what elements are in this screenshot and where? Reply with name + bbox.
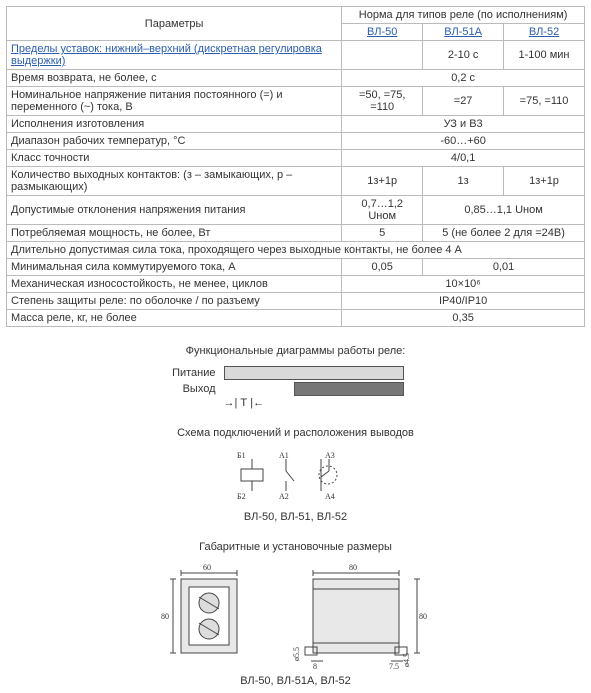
header-model: ВЛ-52 bbox=[504, 24, 585, 41]
value-cell: -60…+60 bbox=[342, 133, 585, 150]
dims-title: Габаритные и установочные размеры bbox=[6, 541, 585, 553]
header-model: ВЛ-51А bbox=[423, 24, 504, 41]
table-row: Масса реле, кг, не более0,35 bbox=[7, 310, 585, 327]
svg-text:80: 80 bbox=[161, 612, 169, 621]
value-cell: 2-10 с bbox=[423, 41, 504, 70]
param-cell: Диапазон рабочих температур, °C bbox=[7, 133, 342, 150]
value-cell: =50, =75, =110 bbox=[342, 87, 423, 116]
svg-text:ø5.5: ø5.5 bbox=[292, 647, 301, 661]
table-row: Длительно допустимая сила тока, проходящ… bbox=[7, 242, 585, 259]
value-cell: 0,2 с bbox=[342, 70, 585, 87]
svg-text:7.5: 7.5 bbox=[389, 662, 399, 671]
param-cell: Количество выходных контактов: (з – замы… bbox=[7, 167, 342, 196]
value-cell: 4/0,1 bbox=[342, 150, 585, 167]
table-head: Параметры Норма для типов реле (по испол… bbox=[7, 7, 585, 41]
svg-text:8: 8 bbox=[313, 662, 317, 671]
param-cell: Исполнения изготовления bbox=[7, 116, 342, 133]
table-row: Допустимые отклонения напряжения питания… bbox=[7, 196, 585, 225]
svg-text:ø4.5: ø4.5 bbox=[402, 653, 411, 667]
table-row: Степень защиты реле: по оболочке / по ра… bbox=[7, 293, 585, 310]
table-row: Номинальное напряжение питания постоянно… bbox=[7, 87, 585, 116]
param-cell: Степень защиты реле: по оболочке / по ра… bbox=[7, 293, 342, 310]
value-cell bbox=[342, 41, 423, 70]
table-row: Исполнения изготовленияУЗ и В3 bbox=[7, 116, 585, 133]
header-params: Параметры bbox=[7, 7, 342, 41]
svg-text:А3: А3 bbox=[325, 451, 335, 460]
timing-bar-power bbox=[224, 366, 404, 380]
svg-text:80: 80 bbox=[349, 563, 357, 572]
timing-arrow: →| T |← bbox=[224, 397, 446, 409]
svg-text:60: 60 bbox=[203, 563, 211, 572]
dims-caption: ВЛ-50, ВЛ-51А, ВЛ-52 bbox=[6, 675, 585, 687]
value-cell: 0,01 bbox=[423, 259, 585, 276]
value-cell: =27 bbox=[423, 87, 504, 116]
dims-diagram: 60 80 80 80 ø5.5 8 7.5 ø4.5 bbox=[6, 561, 585, 671]
timing-title: Функциональные диаграммы работы реле: bbox=[6, 345, 585, 357]
value-cell: 0,05 bbox=[342, 259, 423, 276]
table-row: Количество выходных контактов: (з – замы… bbox=[7, 167, 585, 196]
model-link[interactable]: ВЛ-51А bbox=[444, 26, 482, 38]
timing-bar-output bbox=[294, 382, 404, 396]
model-link[interactable]: ВЛ-50 bbox=[367, 26, 397, 38]
value-cell: 1з bbox=[423, 167, 504, 196]
value-cell: IP40/IP10 bbox=[342, 293, 585, 310]
value-cell: 1-100 мин bbox=[504, 41, 585, 70]
param-cell: Минимальная сила коммутируемого тока, А bbox=[7, 259, 342, 276]
param-cell: Потребляемая мощность, не более, Вт bbox=[7, 225, 342, 242]
wiring-title: Схема подключений и расположения выводов bbox=[6, 427, 585, 439]
model-link[interactable]: ВЛ-52 bbox=[529, 26, 559, 38]
svg-text:Б1: Б1 bbox=[237, 451, 246, 460]
wiring-caption: ВЛ-50, ВЛ-51, ВЛ-52 bbox=[6, 511, 585, 523]
value-cell: 5 bbox=[342, 225, 423, 242]
spec-table: Параметры Норма для типов реле (по испол… bbox=[6, 6, 585, 327]
param-cell: Класс точности bbox=[7, 150, 342, 167]
dims-side: 80 80 ø5.5 8 7.5 ø4.5 bbox=[291, 561, 431, 671]
table-row: Потребляемая мощность, не более, Вт55 (н… bbox=[7, 225, 585, 242]
value-cell: 5 (не более 2 для =24В) bbox=[423, 225, 585, 242]
svg-text:А1: А1 bbox=[279, 451, 289, 460]
header-model: ВЛ-50 bbox=[342, 24, 423, 41]
wiring-svg: Б1 Б2 А1 А2 А3 А4 bbox=[231, 447, 361, 507]
param-cell: Механическая износостойкость, не менее, … bbox=[7, 276, 342, 293]
wiring-diagram: Б1 Б2 А1 А2 А3 А4 ВЛ-50, ВЛ-51, ВЛ-52 bbox=[6, 447, 585, 523]
param-cell: Пределы уставок: нижний–верхний (дискрет… bbox=[7, 41, 342, 70]
timing-label-power: Питание bbox=[146, 367, 224, 379]
value-cell: 1з+1р bbox=[504, 167, 585, 196]
value-cell: =75, =110 bbox=[504, 87, 585, 116]
param-cell: Номинальное напряжение питания постоянно… bbox=[7, 87, 342, 116]
value-cell: 0,35 bbox=[342, 310, 585, 327]
value-cell: 10×10⁶ bbox=[342, 276, 585, 293]
svg-text:А4: А4 bbox=[325, 492, 335, 501]
value-cell: 0,7…1,2 Uном bbox=[342, 196, 423, 225]
table-row: Время возврата, не более, с0,2 с bbox=[7, 70, 585, 87]
timing-diagram: Питание Выход →| T |← bbox=[146, 365, 446, 409]
table-row: Механическая износостойкость, не менее, … bbox=[7, 276, 585, 293]
param-cell: Время возврата, не более, с bbox=[7, 70, 342, 87]
param-cell: Длительно допустимая сила тока, проходящ… bbox=[7, 242, 585, 259]
svg-text:А2: А2 bbox=[279, 492, 289, 501]
value-cell: 0,85…1,1 Uном bbox=[423, 196, 585, 225]
table-row: Пределы уставок: нижний–верхний (дискрет… bbox=[7, 41, 585, 70]
table-row: Минимальная сила коммутируемого тока, А0… bbox=[7, 259, 585, 276]
value-cell: УЗ и В3 bbox=[342, 116, 585, 133]
dims-front: 60 80 bbox=[161, 561, 261, 671]
param-link[interactable]: Пределы уставок: нижний–верхний (дискрет… bbox=[11, 43, 322, 67]
svg-text:Б2: Б2 bbox=[237, 492, 246, 501]
timing-label-output: Выход bbox=[146, 383, 224, 395]
param-cell: Допустимые отклонения напряжения питания bbox=[7, 196, 342, 225]
param-cell: Масса реле, кг, не более bbox=[7, 310, 342, 327]
table-row: Класс точности4/0,1 bbox=[7, 150, 585, 167]
value-cell: 1з+1р bbox=[342, 167, 423, 196]
svg-text:80: 80 bbox=[419, 612, 427, 621]
table-row: Диапазон рабочих температур, °C-60…+60 bbox=[7, 133, 585, 150]
header-norm: Норма для типов реле (по исполнениям) bbox=[342, 7, 585, 24]
